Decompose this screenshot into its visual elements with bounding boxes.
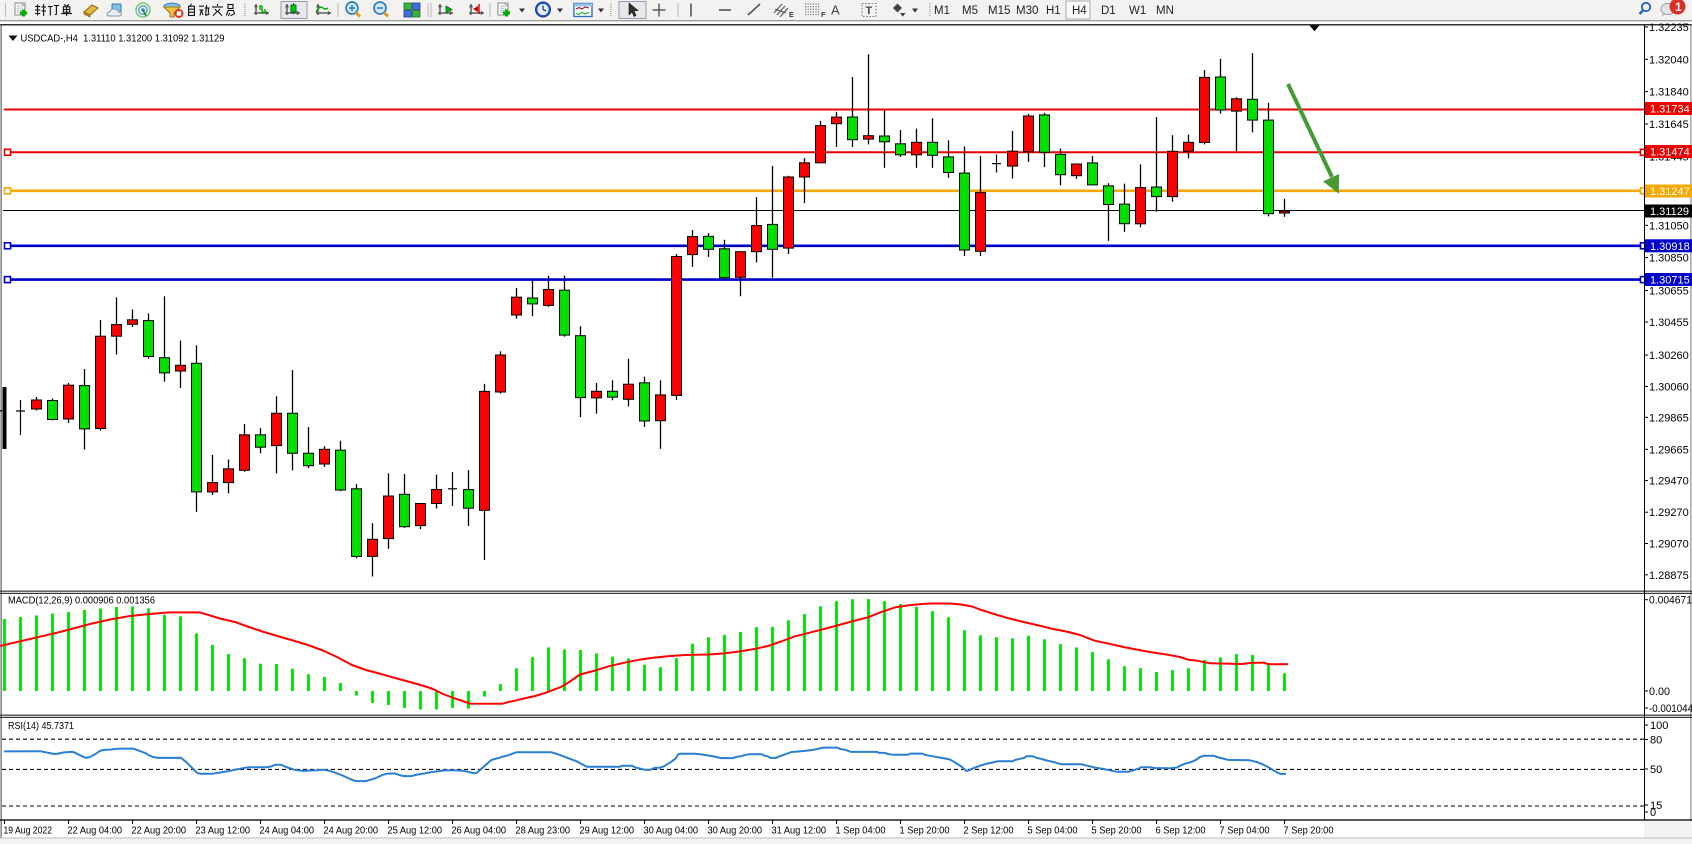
svg-text:1: 1 <box>1675 0 1682 14</box>
svg-text:M15: M15 <box>988 5 1010 17</box>
svg-text:M1: M1 <box>934 5 950 17</box>
svg-text:MACD(12,26,9) 0.000906 0.00135: MACD(12,26,9) 0.000906 0.001356 <box>8 596 155 607</box>
svg-text:1.31734: 1.31734 <box>1650 104 1690 116</box>
svg-text:100: 100 <box>1650 720 1668 732</box>
svg-text:1.30655: 1.30655 <box>1649 286 1689 298</box>
svg-text:23 Aug 12:00: 23 Aug 12:00 <box>196 826 251 837</box>
svg-text:0.00: 0.00 <box>1649 686 1670 698</box>
svg-text:USDCAD-,H4 1.31110 1.31200 1.: USDCAD-,H4 1.31110 1.31200 1.31092 1.311… <box>21 33 225 45</box>
svg-text:31 Aug 12:00: 31 Aug 12:00 <box>772 826 827 837</box>
svg-text:F: F <box>821 12 826 19</box>
svg-text:24 Aug 04:00: 24 Aug 04:00 <box>260 826 315 837</box>
svg-text:1.28875: 1.28875 <box>1649 570 1689 582</box>
svg-text:28 Aug 23:00: 28 Aug 23:00 <box>516 826 571 837</box>
svg-text:7 Sep 20:00: 7 Sep 20:00 <box>1284 826 1334 837</box>
svg-text:RSI(14) 45.7371: RSI(14) 45.7371 <box>8 721 74 732</box>
svg-text:6 Sep 12:00: 6 Sep 12:00 <box>1156 826 1206 837</box>
svg-text:E: E <box>789 12 794 19</box>
svg-text:A: A <box>831 3 840 18</box>
svg-text:1.32235: 1.32235 <box>1649 22 1689 34</box>
svg-text:1.29470: 1.29470 <box>1649 476 1689 488</box>
svg-text:1.32040: 1.32040 <box>1649 54 1689 66</box>
svg-text:15: 15 <box>1650 800 1662 812</box>
svg-text:1.30455: 1.30455 <box>1649 317 1689 329</box>
svg-text:1.30260: 1.30260 <box>1649 350 1689 362</box>
svg-text:M30: M30 <box>1016 5 1038 17</box>
svg-text:1.31840: 1.31840 <box>1649 87 1689 99</box>
svg-text:1.30918: 1.30918 <box>1650 241 1690 253</box>
svg-text:W1: W1 <box>1129 5 1146 17</box>
svg-text:7 Sep 04:00: 7 Sep 04:00 <box>1220 826 1270 837</box>
svg-text:80: 80 <box>1650 735 1662 747</box>
svg-text:5 Sep 04:00: 5 Sep 04:00 <box>1028 826 1078 837</box>
svg-text:0: 0 <box>1650 807 1656 819</box>
svg-text:30 Aug 20:00: 30 Aug 20:00 <box>708 826 763 837</box>
svg-text:1 Sep 20:00: 1 Sep 20:00 <box>900 826 950 837</box>
svg-text:D1: D1 <box>1101 5 1116 17</box>
svg-text:29 Aug 12:00: 29 Aug 12:00 <box>580 826 635 837</box>
svg-text:0.004671: 0.004671 <box>1649 595 1692 607</box>
svg-text:T: T <box>866 5 873 17</box>
svg-text:1.30850: 1.30850 <box>1649 253 1689 265</box>
svg-text:H1: H1 <box>1046 5 1061 17</box>
svg-text:1 Sep 04:00: 1 Sep 04:00 <box>836 826 886 837</box>
svg-text:1.29070: 1.29070 <box>1649 539 1689 551</box>
svg-text:22 Aug 04:00: 22 Aug 04:00 <box>68 826 123 837</box>
svg-text:24 Aug 20:00: 24 Aug 20:00 <box>324 826 379 837</box>
svg-text:-0.001044: -0.001044 <box>1649 703 1692 715</box>
svg-text:30 Aug 04:00: 30 Aug 04:00 <box>644 826 699 837</box>
svg-text:1.29270: 1.29270 <box>1649 507 1689 519</box>
svg-text:H4: H4 <box>1072 5 1087 17</box>
svg-text:MN: MN <box>1156 5 1174 17</box>
svg-text:1.30715: 1.30715 <box>1650 275 1690 287</box>
svg-text:1.30060: 1.30060 <box>1649 381 1689 393</box>
svg-text:50: 50 <box>1650 764 1662 776</box>
svg-text:25 Aug 12:00: 25 Aug 12:00 <box>388 826 443 837</box>
svg-text:1.31129: 1.31129 <box>1650 206 1689 218</box>
svg-text:1.31474: 1.31474 <box>1650 147 1690 159</box>
svg-text:M5: M5 <box>962 5 978 17</box>
svg-text:2 Sep 12:00: 2 Sep 12:00 <box>964 826 1014 837</box>
svg-text:1.29665: 1.29665 <box>1649 444 1689 456</box>
svg-text:22 Aug 20:00: 22 Aug 20:00 <box>132 826 187 837</box>
svg-text:1.29865: 1.29865 <box>1649 412 1689 424</box>
svg-text:1.31050: 1.31050 <box>1649 220 1689 232</box>
svg-text:1.31247: 1.31247 <box>1650 186 1690 198</box>
svg-text:1.31645: 1.31645 <box>1649 119 1689 131</box>
svg-text:19 Aug 2022: 19 Aug 2022 <box>4 826 53 837</box>
svg-text:26 Aug 04:00: 26 Aug 04:00 <box>452 826 507 837</box>
svg-text:5 Sep 20:00: 5 Sep 20:00 <box>1092 826 1142 837</box>
